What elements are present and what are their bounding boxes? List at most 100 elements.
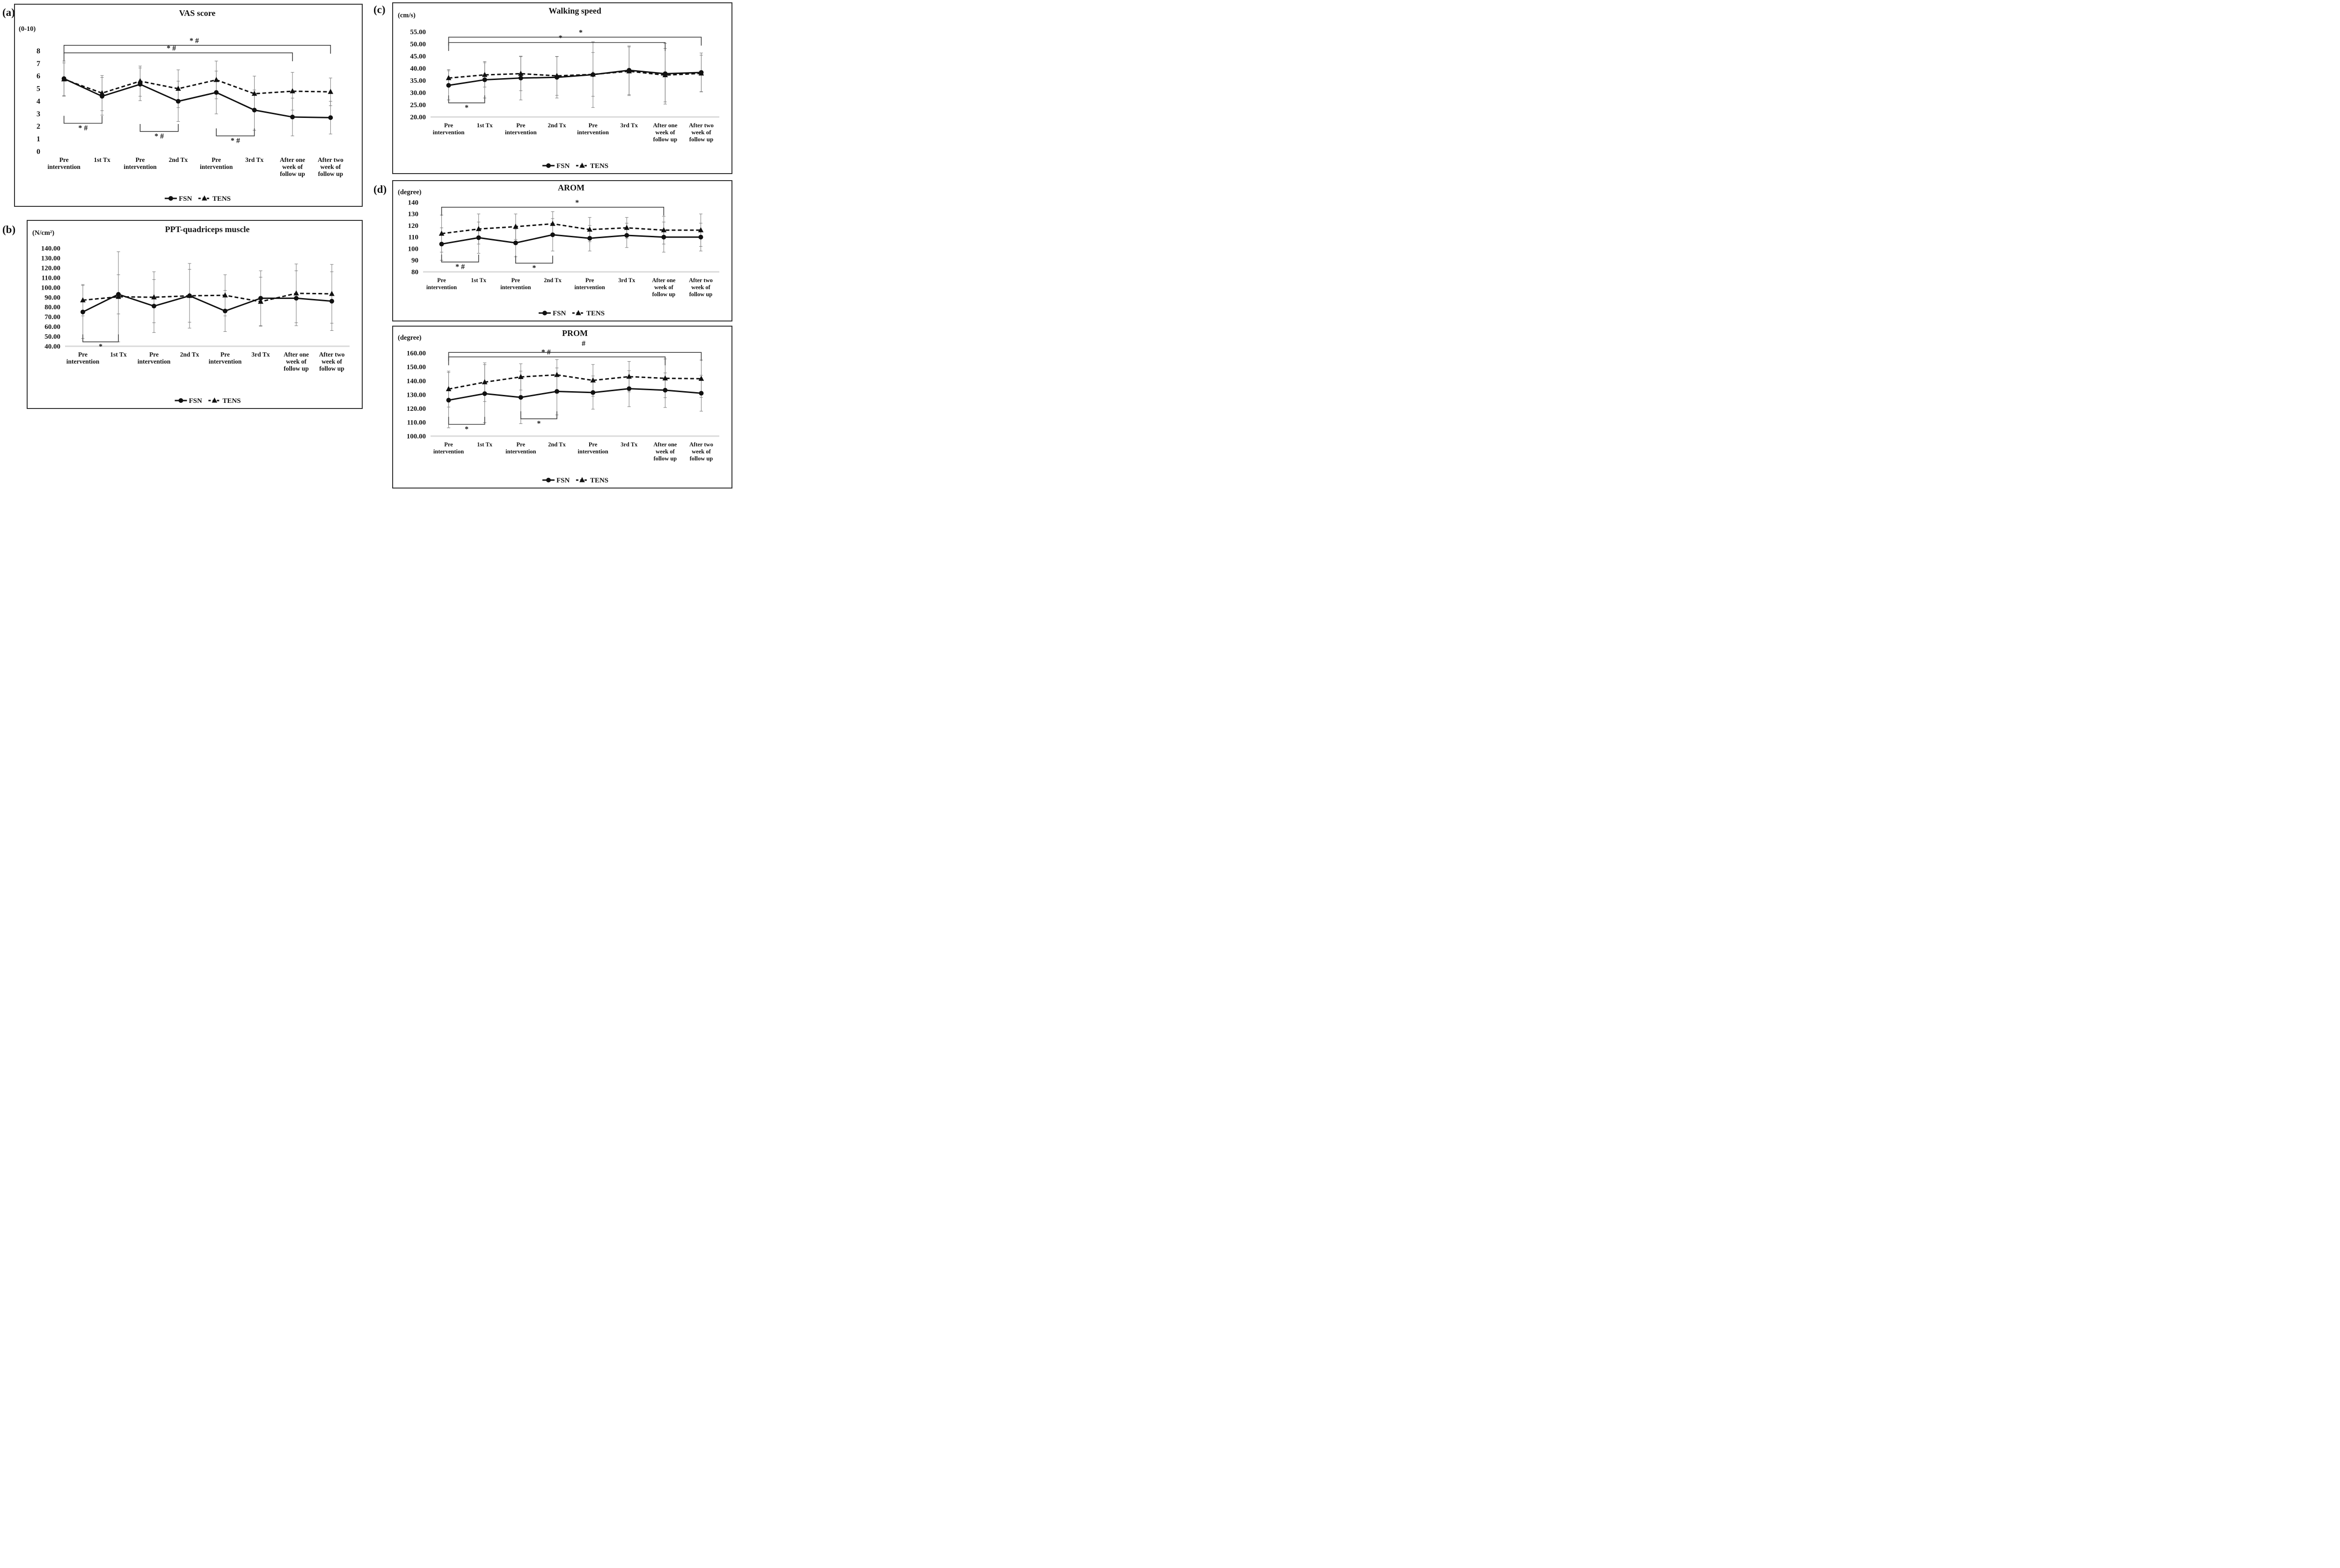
y-tick-label: 110	[408, 234, 418, 241]
significance-bracket	[448, 416, 485, 425]
legend-item-tens: TENS	[208, 397, 241, 405]
significance-label: * #	[78, 124, 88, 132]
chart-title: AROM	[558, 183, 585, 192]
significance-bracket	[448, 36, 702, 46]
x-category-label: 1st Tx	[477, 441, 493, 448]
significance-bracket	[441, 207, 665, 216]
chart-title: PPT-quadriceps muscle	[165, 225, 250, 234]
x-category-label: After one week of follow up	[652, 277, 676, 298]
x-category-label: Pre intervention	[433, 122, 465, 136]
walking-speed-chart: Walking speed (cm/s) 55.00 50.00 45.00 40.00 3…	[398, 6, 719, 170]
x-category-label: Pre intervention	[574, 277, 605, 291]
y-tick-label: 45.00	[410, 53, 426, 60]
significance-bracket	[63, 44, 331, 54]
y-tick-label: 90.00	[44, 294, 60, 301]
x-category-label: 3rd Tx	[621, 441, 638, 448]
significance-bracket	[82, 334, 119, 343]
x-category-label: After one week of follow up	[280, 156, 305, 177]
significance-bracket	[216, 128, 255, 137]
significance-label: *	[537, 420, 541, 428]
legend-item-tens: TENS	[576, 162, 608, 170]
significance-label: *	[465, 425, 468, 433]
legend-item-tens: TENS	[576, 477, 608, 484]
series-line-fsn	[448, 388, 702, 401]
significance-bracket	[441, 254, 479, 263]
series-line-tens	[64, 78, 331, 95]
x-category-label: 3rd Tx	[618, 277, 636, 284]
x-category-label: Pre intervention	[433, 441, 464, 455]
y-tick-label: 130.00	[41, 255, 60, 263]
x-category-label: After two week of follow up	[689, 122, 714, 143]
x-category-label: Pre intervention	[505, 122, 537, 136]
panel-walking-speed: Walking speed (cm/s) 55.00 50.00 45.00 40.00 3…	[392, 2, 732, 174]
axis-unit-label: (N/cm²)	[32, 229, 54, 237]
y-tick-label: 1	[37, 135, 40, 143]
y-tick-label: 40.00	[44, 343, 60, 350]
significance-label: * #	[167, 44, 176, 52]
significance-label: *	[465, 104, 468, 112]
series-line-tens	[441, 223, 701, 234]
x-category-label: 3rd Tx	[245, 156, 263, 163]
y-tick-label: 80.00	[44, 304, 60, 311]
legend-label: FSN	[179, 195, 192, 203]
x-category-label: 2nd Tx	[548, 441, 566, 448]
y-tick-label: 90	[411, 257, 418, 264]
legend-item-fsn: FSN	[542, 477, 570, 484]
series-line-fsn	[82, 293, 332, 313]
legend-label: TENS	[212, 195, 231, 203]
y-tick-label: 8	[37, 47, 40, 55]
axis-unit-label: (cm/s)	[398, 12, 416, 19]
panel-prom: PROM (degree) 160.00 150.00 140.00 130.00 120.…	[392, 326, 732, 489]
legend-item-tens: TENS	[572, 310, 605, 317]
significance-label: #	[582, 340, 585, 348]
x-category-label: Pre intervention	[209, 351, 242, 365]
significance-label: * #	[190, 37, 199, 45]
significance-bracket	[63, 116, 102, 124]
significance-label: *	[559, 34, 563, 42]
y-tick-label: 60.00	[44, 323, 60, 331]
y-tick-label: 0	[37, 148, 40, 156]
x-category-label: 3rd Tx	[251, 351, 270, 358]
y-tick-label: 35.00	[410, 77, 426, 85]
y-tick-label: 40.00	[410, 65, 426, 73]
panel-arom: AROM (degree) 140 130 120 110 100 90 80 * * # * Pre i…	[392, 180, 732, 321]
legend-label: TENS	[222, 397, 241, 405]
axis-unit-label: (degree)	[398, 334, 422, 342]
significance-bracket	[448, 95, 485, 103]
x-category-label: After one week of follow up	[284, 351, 309, 372]
significance-label: * #	[231, 137, 240, 145]
y-tick-label: 120	[408, 222, 419, 230]
y-tick-label: 3	[37, 110, 40, 118]
y-tick-label: 130.00	[407, 391, 426, 399]
y-tick-label: 110.00	[407, 419, 426, 426]
x-category-label: After one week of follow up	[653, 122, 677, 143]
panel-ppt-quadriceps: PPT-quadriceps muscle (N/cm²) 140.00 130.00…	[27, 220, 363, 409]
x-category-label: After two week of follow up	[689, 441, 713, 462]
y-tick-label: 160.00	[407, 350, 426, 357]
y-tick-label: 6	[37, 73, 40, 80]
vas-score-chart: VAS score (0-10) 8 7 6 5 4 3 2 1 0 * # * # * # * # * # P…	[19, 8, 344, 203]
legend-label: FSN	[189, 397, 202, 405]
y-tick-label: 110.00	[42, 274, 60, 282]
series-line-fsn	[64, 78, 331, 118]
x-category-label: Pre intervention	[47, 156, 80, 170]
x-category-label: After two week of follow up	[318, 156, 344, 177]
panel-letter-d: (d)	[373, 183, 387, 195]
x-category-label: Pre intervention	[505, 441, 536, 455]
y-tick-label: 100.00	[407, 433, 426, 440]
y-tick-label: 150.00	[407, 364, 426, 371]
panel-letter-c: (c)	[373, 4, 386, 15]
y-tick-label: 30.00	[410, 89, 426, 97]
significance-bracket	[448, 42, 666, 51]
y-tick-label: 120.00	[407, 405, 426, 413]
significance-bracket	[520, 411, 557, 419]
x-category-label: 1st Tx	[471, 277, 487, 284]
x-category-label: After two week of follow up	[319, 351, 345, 372]
axis-unit-label: (0-10)	[19, 25, 36, 33]
chart-title: Walking speed	[548, 6, 601, 15]
legend-label: FSN	[556, 162, 570, 170]
series-line-fsn	[448, 69, 702, 86]
x-category-label: 1st Tx	[94, 156, 110, 163]
x-category-label: Pre intervention	[66, 351, 100, 365]
legend-item-fsn: FSN	[164, 195, 192, 203]
